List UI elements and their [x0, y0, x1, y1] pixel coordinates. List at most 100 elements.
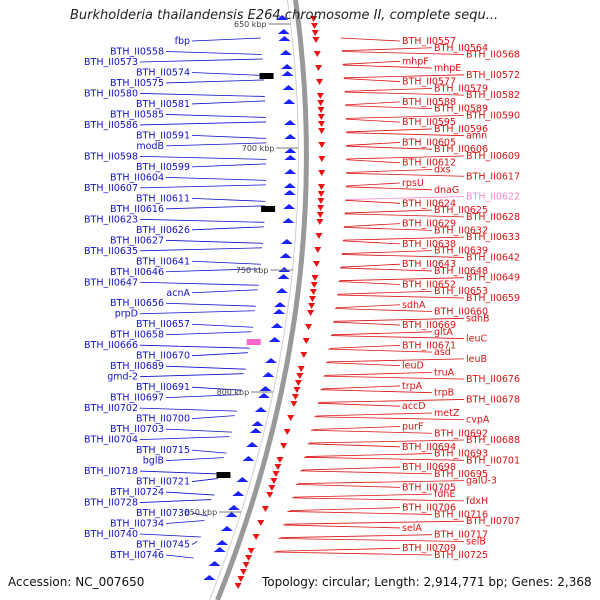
right-gene-label: leuC: [466, 334, 488, 345]
connector-line: [344, 209, 433, 214]
gene-arrow-plus: [287, 415, 295, 421]
gene-arrow-plus: [317, 198, 325, 204]
connector-line: [191, 289, 258, 294]
connector-line: [139, 155, 267, 160]
right-gene-label: metZ: [434, 408, 460, 419]
right-gene-label: BTH_II0695: [434, 469, 488, 480]
connector-line: [287, 511, 433, 515]
connector-line: [346, 132, 465, 137]
right-gene-label: dxs: [434, 165, 451, 176]
gene-arrow-minus: [283, 99, 296, 104]
right-gene-label: BTH_II0725: [434, 550, 488, 561]
left-gene-label: BTH_II0721: [136, 477, 190, 488]
connector-line: [139, 93, 265, 97]
gene-arrow-minus: [277, 29, 290, 34]
gene-arrow-plus: [318, 128, 326, 134]
connector-line: [165, 176, 267, 181]
connector-line: [282, 524, 401, 529]
right-gene-label: leuB: [466, 354, 487, 365]
connector-line: [329, 344, 401, 349]
connector-line: [343, 74, 465, 79]
connector-line: [165, 394, 240, 399]
gene-arrow-minus: [282, 218, 295, 223]
connector-line: [139, 247, 263, 252]
connector-line: [335, 304, 401, 309]
gene-arrow-minus: [220, 526, 233, 531]
left-gene-label: bglB: [143, 456, 164, 467]
left-gene-label: BTH_II0740: [84, 529, 138, 540]
gene-arrow-plus: [316, 93, 324, 99]
connector-line: [191, 135, 267, 139]
right-gene-label: BTH_II0624: [402, 198, 456, 209]
right-gene-label: cvpA: [466, 415, 490, 426]
connector-line: [345, 118, 401, 123]
right-gene-label: rpsU: [402, 178, 424, 189]
gene-arrow-plus: [311, 30, 319, 36]
connector-line: [191, 512, 208, 517]
right-gene-label: BTH_II0694: [402, 442, 456, 453]
left-gene-label: BTH_II0599: [136, 162, 190, 173]
gene-arrow-minus: [259, 386, 272, 391]
connector-line: [139, 121, 267, 126]
right-gene-label: BTH_II0612: [402, 158, 456, 169]
connector-line: [346, 142, 401, 146]
connector-line: [307, 443, 401, 448]
connector-line: [320, 389, 433, 394]
connector-line: [334, 317, 465, 322]
right-gene-label: BTH_II0649: [466, 273, 520, 284]
gene-arrow-minus: [274, 302, 287, 307]
connector-line: [165, 205, 265, 210]
left-gene-label: BTH_II0635: [84, 246, 138, 257]
gene-arrow-minus: [277, 274, 290, 279]
gene-arrow-plus: [317, 205, 325, 211]
right-gene-label: BTH_II0678: [466, 394, 520, 405]
left-gene-label: fbp: [175, 36, 190, 47]
right-gene-label: BTH_II0557: [402, 36, 456, 47]
connector-line: [191, 197, 266, 202]
right-gene-label: sdhA: [402, 300, 426, 311]
gene-arrow-minus: [242, 456, 255, 461]
connector-line: [139, 373, 244, 378]
right-gene-label: BTH_II0688: [466, 435, 520, 446]
connector-line: [139, 499, 212, 503]
right-gene-label: BTH_II0609: [466, 151, 520, 162]
right-gene-label: BTH_II0579: [434, 83, 488, 94]
connector-line: [305, 453, 433, 457]
right-gene-label: BTH_II0660: [434, 307, 488, 318]
connector-line: [346, 172, 465, 177]
kbp-markers: 650 kbp 700 kbp 750 kbp 800 kbp 850 kbp: [185, 20, 299, 517]
left-gene-label: BTH_II0702: [84, 403, 138, 414]
left-gene-label: BTH_II0658: [110, 330, 164, 341]
connector-line: [165, 51, 262, 55]
connector-line: [191, 100, 266, 105]
gene-arrow-plus: [315, 233, 323, 239]
right-gene-label: BTH_II0590: [466, 110, 520, 121]
connector-line: [344, 223, 401, 228]
gene-arrow-minus: [227, 505, 240, 510]
connector-line: [337, 290, 433, 295]
left-gene-label: BTH_II0728: [84, 498, 138, 509]
gene-arrow-plus: [261, 506, 269, 512]
gene-arrow-plus: [307, 310, 315, 316]
gene-arrow-plus: [300, 352, 308, 358]
left-gene-label: BTH_II0666: [84, 340, 138, 351]
connector-line: [191, 163, 267, 168]
gene-arrow-plus: [257, 520, 265, 526]
gene-arrow-plus: [308, 303, 316, 309]
gene-arrow-plus: [305, 324, 313, 330]
left-gene-label: BTH_II0611: [136, 193, 190, 204]
connector-line: [191, 226, 264, 231]
right-gene-label: BTH_II0716: [434, 509, 488, 520]
right-gene-label: BTH_II0633: [466, 232, 520, 243]
right-gene-label: BTH_II0643: [402, 259, 456, 270]
topology-label: Topology: circular; Length: 2,914,771 bp…: [262, 575, 592, 589]
connector-line: [139, 533, 201, 538]
connector-line: [165, 239, 263, 244]
gene-arrow-plus: [312, 261, 320, 267]
connector-line: [340, 267, 433, 272]
feature-block: [259, 73, 274, 79]
right-gene-label: BTH_II0669: [402, 320, 456, 331]
right-gene-label: fdhE: [434, 489, 455, 500]
gene-arrow-plus: [313, 51, 321, 57]
